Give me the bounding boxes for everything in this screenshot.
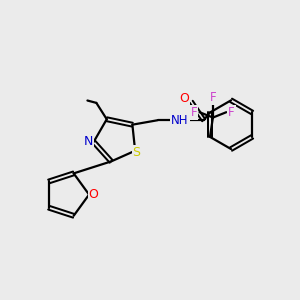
Text: F: F (210, 91, 216, 104)
Text: F: F (228, 106, 235, 119)
Text: NH: NH (171, 114, 189, 127)
Text: N: N (84, 135, 93, 148)
Text: F: F (191, 106, 197, 119)
Text: S: S (133, 146, 141, 159)
Text: O: O (88, 188, 98, 201)
Text: O: O (179, 92, 189, 105)
